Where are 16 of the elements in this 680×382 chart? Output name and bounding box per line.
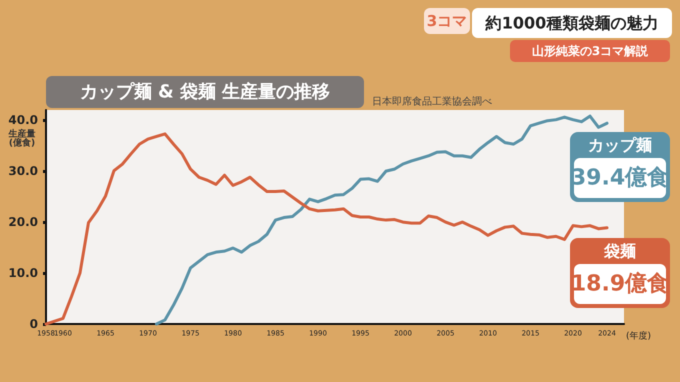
y-axis-title: 生産量(億食): [8, 128, 36, 148]
annotation: 39.4億食: [570, 166, 670, 190]
text: 約1000種類袋麺の魅力: [484, 14, 658, 32]
text: 3コマ: [426, 12, 468, 30]
y-tick-label: 10.0: [8, 266, 38, 280]
x-axis-title: (年度): [626, 330, 652, 342]
chart-title: カップ麺 & 袋麺 生産量の推移: [80, 82, 330, 102]
y-tick-label: 30.0: [8, 164, 38, 178]
y-tick-label: 20.0: [8, 215, 38, 230]
series-label: 袋麺: [603, 242, 636, 260]
annotation: 18.9億食: [570, 272, 670, 296]
series-label: カップ麺: [588, 136, 652, 154]
y-tick-label: 40.0: [8, 113, 38, 128]
text: 山形純菜の3コマ解説: [532, 44, 650, 58]
text: 日本即席食品工業協会調べ: [372, 96, 492, 108]
y-tick-label: 0: [30, 317, 38, 331]
